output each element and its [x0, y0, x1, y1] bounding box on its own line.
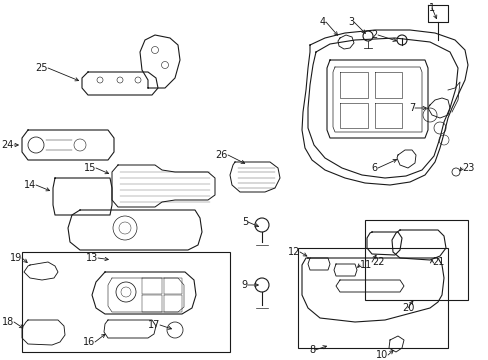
Text: 12: 12 — [287, 247, 299, 257]
Text: 19: 19 — [10, 253, 22, 263]
Text: 24: 24 — [1, 140, 14, 150]
Text: 18: 18 — [2, 317, 14, 327]
Bar — [22, 252, 229, 352]
Text: 14: 14 — [24, 180, 36, 190]
Text: 9: 9 — [242, 280, 247, 290]
Text: 10: 10 — [375, 350, 387, 360]
Text: 1: 1 — [428, 3, 434, 13]
Text: 15: 15 — [83, 163, 96, 173]
Text: 16: 16 — [82, 337, 95, 347]
Text: 21: 21 — [431, 257, 444, 267]
Text: 23: 23 — [461, 163, 473, 173]
Text: 6: 6 — [371, 163, 377, 173]
Text: 25: 25 — [36, 63, 48, 73]
Text: 22: 22 — [371, 257, 384, 267]
Text: 13: 13 — [85, 253, 98, 263]
Text: 26: 26 — [215, 150, 227, 160]
Text: 5: 5 — [241, 217, 247, 227]
Text: 3: 3 — [347, 17, 353, 27]
Text: 20: 20 — [401, 303, 413, 313]
Text: 4: 4 — [319, 17, 325, 27]
Text: 11: 11 — [359, 260, 371, 270]
Bar — [297, 248, 447, 348]
Text: 7: 7 — [408, 103, 414, 113]
Text: 17: 17 — [147, 320, 160, 330]
Text: 2: 2 — [371, 30, 377, 40]
Text: 8: 8 — [308, 345, 314, 355]
Bar — [364, 220, 467, 300]
